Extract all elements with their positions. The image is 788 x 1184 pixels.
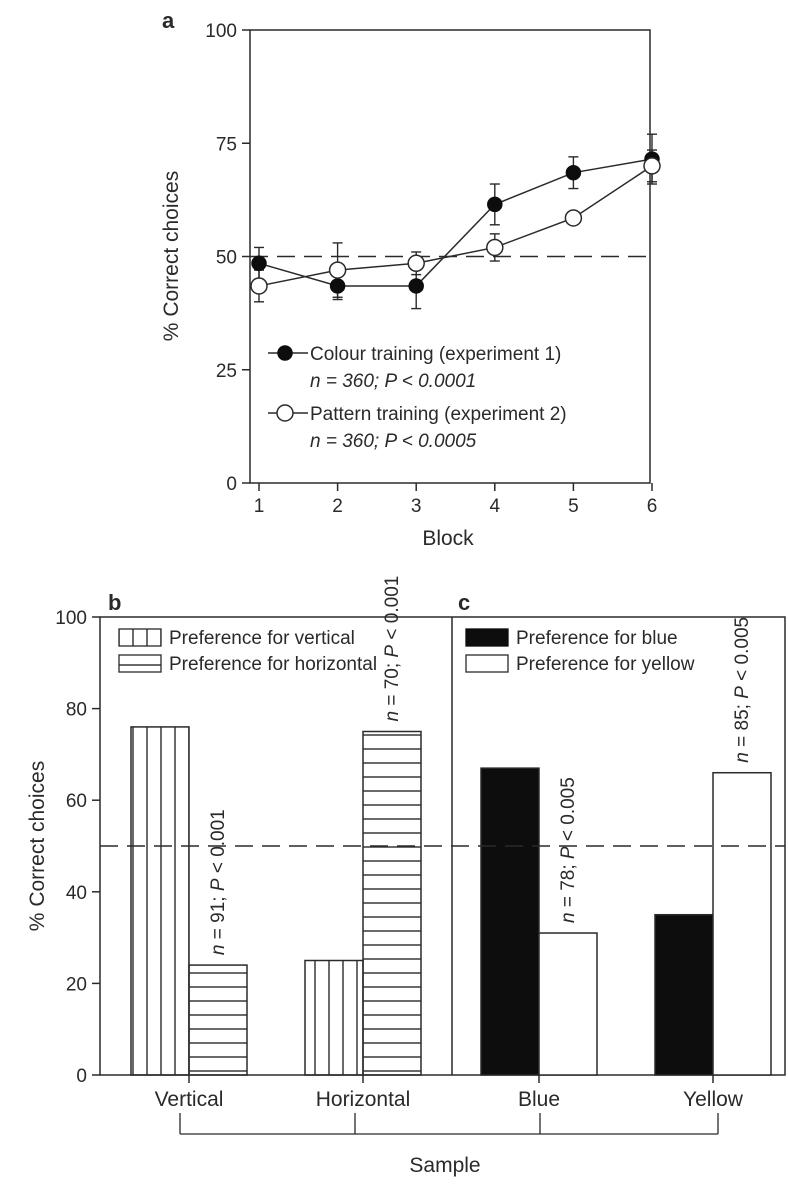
category-label-vertical: Vertical <box>155 1088 224 1111</box>
shared-x-axis-label: Sample <box>409 1154 480 1177</box>
legend-label-preference-yellow: Preference for yellow <box>516 654 695 675</box>
legend-label-colour-training: Colour training (experiment 1) <box>310 344 561 365</box>
data-point-colour-training <box>565 164 582 181</box>
bar-horizontal-sample-horizontal-preference <box>362 730 422 1076</box>
bar-yellow-sample-yellow-preference <box>712 771 772 1076</box>
y-tick-label: 25 <box>216 361 237 382</box>
legend-label-preference-blue: Preference for blue <box>516 628 678 649</box>
x-tick-label: 3 <box>411 496 422 517</box>
stat-annotation-blue: n = 78; P < 0.005 <box>558 777 579 923</box>
legend-stats-pattern-training: n = 360; P < 0.0005 <box>310 431 477 452</box>
panel-c-letter: c <box>458 590 470 615</box>
y-tick-label: 40 <box>66 883 87 904</box>
bar-yellow-sample-blue-preference <box>654 913 714 1076</box>
series-line-pattern-training <box>258 165 653 287</box>
stat-annotation-vertical: n = 91; P < 0.001 <box>208 809 229 955</box>
panel-b-legend: Preference for vertical Preference for h… <box>118 628 377 675</box>
legend-swatch-vertical-stripes <box>118 628 162 647</box>
x-tick-label: 2 <box>332 496 343 517</box>
x-tick-label: 4 <box>490 496 501 517</box>
stat-annotation-yellow: n = 85; P < 0.005 <box>732 617 753 763</box>
x-tick-label: 6 <box>647 496 658 517</box>
legend-label-preference-vertical: Preference for vertical <box>169 628 355 649</box>
panel-c-legend: Preference for blue Preference for yello… <box>465 628 695 675</box>
y-tick-label: 50 <box>216 248 237 269</box>
panel-b-y-axis-label: % Correct choices <box>26 761 49 931</box>
panels-b-c-stat-annotations: n = 91; P < 0.001 n = 70; P < 0.001 n = 78… <box>208 576 753 955</box>
y-tick-label: 60 <box>66 791 87 812</box>
data-point-colour-training <box>487 196 503 213</box>
y-tick-label: 100 <box>55 608 87 629</box>
panel-a-letter: a <box>162 8 175 33</box>
legend-swatch-blue <box>465 628 509 647</box>
legend-marker-filled-circle <box>277 345 293 361</box>
panel-b-y-axis: 0 20 40 60 80 100 <box>55 608 100 1087</box>
bar-vertical-sample-vertical-preference <box>130 726 190 1076</box>
x-tick-label: 1 <box>254 496 265 517</box>
bar-vertical-sample-horizontal-preference <box>188 964 248 1076</box>
x-tick-label: 5 <box>568 496 579 517</box>
panel-a-y-axis-label: % Correct choices <box>160 171 183 341</box>
y-tick-label: 0 <box>226 474 237 495</box>
y-tick-label: 100 <box>205 21 237 42</box>
y-tick-label: 75 <box>216 134 237 155</box>
data-point-pattern-training <box>407 254 425 273</box>
bar-horizontal-sample-vertical-preference <box>304 959 364 1076</box>
category-label-horizontal: Horizontal <box>316 1088 411 1111</box>
panel-a-series <box>250 133 661 310</box>
y-tick-label: 80 <box>66 700 87 721</box>
category-label-blue: Blue <box>518 1088 560 1111</box>
bar-blue-sample-blue-preference <box>480 767 540 1076</box>
bar-blue-sample-yellow-preference <box>538 932 598 1076</box>
legend-swatch-horizontal-stripes <box>118 654 162 673</box>
panels-b-c-bar-charts: b c 0 20 40 60 80 100 % Correct choices n = 9… <box>26 576 786 1177</box>
y-tick-label: 0 <box>76 1066 87 1087</box>
data-point-colour-training <box>251 255 267 272</box>
panel-a-line-chart: a 0 25 50 75 100 1 2 3 4 5 6 Block % Correct choi… <box>160 8 661 550</box>
data-point-pattern-training <box>643 157 661 175</box>
stat-annotation-horizontal: n = 70; P < 0.001 <box>382 576 403 722</box>
panel-a-legend: Colour training (experiment 1) n = 360; … <box>268 344 567 452</box>
data-point-colour-training <box>329 278 346 294</box>
series-line-colour-training <box>258 158 653 287</box>
data-point-colour-training <box>408 278 424 294</box>
data-point-pattern-training <box>486 238 504 257</box>
panel-a-x-axis: 1 2 3 4 5 6 <box>254 483 658 517</box>
sample-bracket: Sample <box>179 1113 719 1177</box>
category-label-yellow: Yellow <box>683 1088 744 1111</box>
legend-label-preference-horizontal: Preference for horizontal <box>169 654 377 675</box>
panel-a-x-axis-label: Block <box>422 527 474 550</box>
panel-a-y-axis: 0 25 50 75 100 <box>205 21 250 495</box>
y-tick-label: 20 <box>66 974 87 995</box>
data-point-pattern-training <box>250 277 268 295</box>
data-point-pattern-training <box>564 209 583 227</box>
panels-b-c-category-labels: Vertical Horizontal Blue Yellow <box>155 1075 744 1111</box>
legend-marker-open-circle <box>276 404 294 422</box>
legend-stats-colour-training: n = 360; P < 0.0001 <box>310 371 476 392</box>
legend-label-pattern-training: Pattern training (experiment 2) <box>310 404 567 425</box>
legend-swatch-yellow <box>465 654 509 673</box>
data-point-pattern-training <box>328 261 347 279</box>
panel-b-letter: b <box>108 590 121 615</box>
panels-b-c-bars <box>130 726 772 1076</box>
